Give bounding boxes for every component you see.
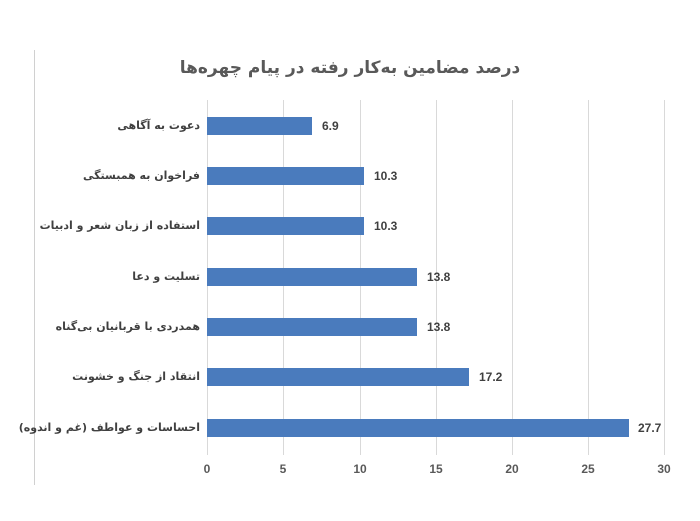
category-label: تسلیت و دعا: [132, 270, 200, 283]
bar: [207, 167, 364, 185]
gridline-20: [512, 100, 513, 455]
bar: [207, 368, 469, 386]
value-label: 10.3: [374, 219, 398, 233]
value-label: 13.8: [427, 270, 451, 284]
gridline-15: [436, 100, 437, 455]
value-label: 27.7: [638, 421, 662, 435]
x-tick-label: 25: [581, 462, 595, 476]
bar: [207, 268, 417, 286]
x-tick-label: 0: [203, 462, 211, 476]
chart-title: درصد مضامین به‌کار رفته در پیام چهره‌ها: [179, 58, 521, 78]
x-tick-label: 30: [657, 462, 671, 476]
bar: [207, 419, 629, 437]
x-tick-label: 5: [279, 462, 287, 476]
category-label: احساسات و عواطف (غم و اندوه): [18, 421, 200, 434]
value-label: 13.8: [427, 320, 451, 334]
gridline-25: [588, 100, 589, 455]
value-label: 10.3: [374, 169, 398, 183]
x-tick-label: 15: [429, 462, 443, 476]
x-tick-label: 10: [353, 462, 367, 476]
category-label: دعوت به آگاهی: [117, 119, 200, 132]
value-label: 6.9: [322, 119, 339, 133]
bar: [207, 318, 417, 336]
gridline-30: [664, 100, 665, 455]
category-label: همدردی با قربانیان بی‌گناه: [55, 320, 200, 333]
x-tick-label: 20: [505, 462, 519, 476]
chart-left-border: [34, 50, 35, 485]
bar: [207, 117, 312, 135]
value-label: 17.2: [479, 370, 503, 384]
category-label: فراخوان به همبستگی: [83, 169, 200, 182]
bar: [207, 217, 364, 235]
category-label: انتقاد از جنگ و خشونت: [72, 370, 200, 383]
category-label: استفاده از زبان شعر و ادبیات: [39, 219, 200, 232]
